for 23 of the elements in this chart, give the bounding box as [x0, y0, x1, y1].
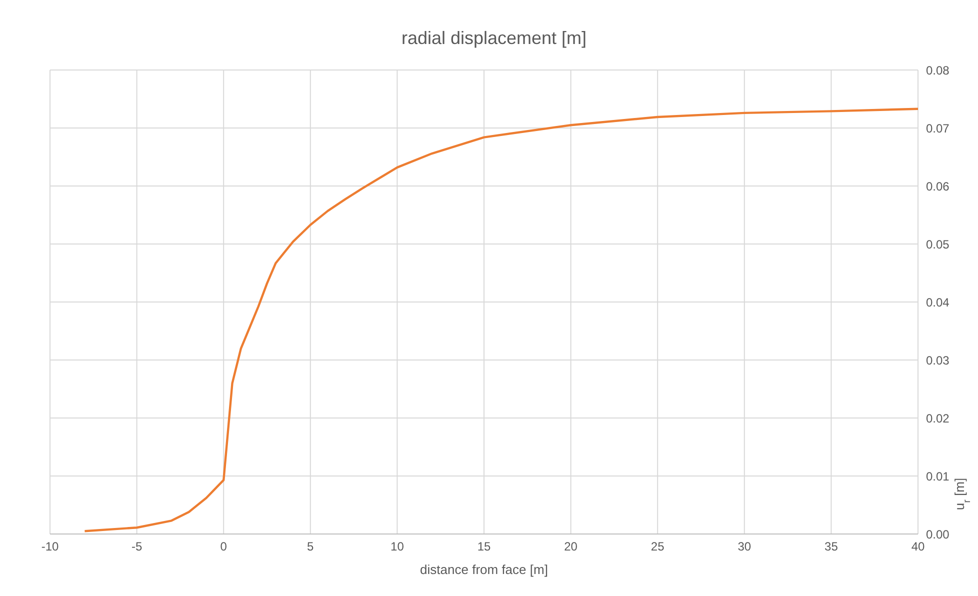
x-axis-title: distance from face [m]: [420, 562, 548, 577]
x-tick-label: 40: [911, 540, 925, 554]
y-tick-label: 0.08: [926, 63, 950, 78]
x-tick-label: 30: [738, 540, 752, 554]
chart-title: radial displacement [m]: [400, 28, 588, 49]
x-tick-label: -5: [131, 540, 142, 554]
x-tick-label: 0: [220, 540, 228, 554]
x-tick-label: 10: [390, 540, 404, 554]
x-tick-label: 15: [477, 540, 491, 554]
y-tick-label: 0.00: [926, 527, 950, 542]
y-tick-label: 0.02: [926, 411, 950, 426]
x-tick-label: 5: [307, 540, 314, 554]
y-tick-label: 0.06: [926, 179, 950, 194]
x-tick-label: -10: [41, 540, 59, 554]
line-series: [84, 108, 918, 532]
x-tick-label: 20: [564, 540, 578, 554]
y-tick-label: 0.01: [926, 469, 950, 484]
y-tick-label: 0.04: [926, 295, 950, 310]
x-tick-label: 25: [650, 540, 665, 554]
x-tick-label: 35: [824, 540, 838, 554]
y-tick-label: 0.07: [926, 121, 950, 136]
y-tick-label: 0.05: [926, 237, 950, 252]
y-tick-label: 0.03: [926, 353, 950, 368]
